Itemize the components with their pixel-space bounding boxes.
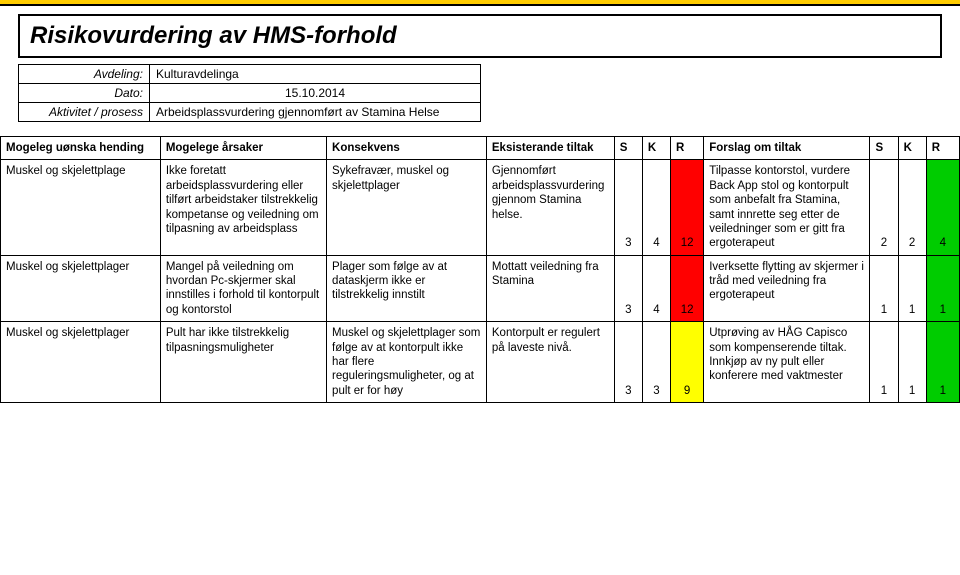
cell-s1: 3 bbox=[614, 255, 642, 322]
cell-k2: 1 bbox=[898, 322, 926, 403]
cell-k1: 4 bbox=[642, 255, 670, 322]
cell-s1: 3 bbox=[614, 160, 642, 255]
page-root: Risikovurdering av HMS-forhold Avdeling:… bbox=[0, 0, 960, 575]
cell-hending: Muskel og skjelettplager bbox=[1, 255, 161, 322]
col-forslag: Forslag om tiltak bbox=[704, 137, 870, 160]
cell-forslag: Tilpasse kontorstol, vurdere Back App st… bbox=[704, 160, 870, 255]
col-k1: K bbox=[642, 137, 670, 160]
cell-r2: 1 bbox=[926, 322, 959, 403]
header-meta: Avdeling: Dato: Aktivitet / prosess Kult… bbox=[18, 64, 942, 122]
col-eksisterande: Eksisterande tiltak bbox=[486, 137, 614, 160]
cell-konsekvens: Muskel og skjelettplager som følge av at… bbox=[327, 322, 487, 403]
table-head: Mogeleg uønska hending Mogelege årsaker … bbox=[1, 137, 960, 160]
meta-labels: Avdeling: Dato: Aktivitet / prosess bbox=[18, 64, 149, 122]
cell-r1: 12 bbox=[670, 255, 703, 322]
cell-hending: Muskel og skjelettplage bbox=[1, 160, 161, 255]
risk-table: Mogeleg uønska hending Mogelege årsaker … bbox=[0, 136, 960, 403]
cell-s2: 2 bbox=[870, 160, 898, 255]
meta-label-avdeling: Avdeling: bbox=[19, 65, 149, 84]
cell-k1: 3 bbox=[642, 322, 670, 403]
col-s2: S bbox=[870, 137, 898, 160]
cell-s2: 1 bbox=[870, 322, 898, 403]
cell-konsekvens: Plager som følge av at dataskjerm ikke e… bbox=[327, 255, 487, 322]
cell-forslag: Iverksette flytting av skjermer i tråd m… bbox=[704, 255, 870, 322]
table-row: Muskel og skjelettplagerMangel på veiled… bbox=[1, 255, 960, 322]
cell-forslag: Utprøving av HÅG Capisco som kompenseren… bbox=[704, 322, 870, 403]
meta-value-dato: 15.10.2014 bbox=[150, 84, 480, 103]
top-accent-bar bbox=[0, 0, 960, 6]
cell-k2: 2 bbox=[898, 160, 926, 255]
cell-s2: 1 bbox=[870, 255, 898, 322]
col-konsekvens: Konsekvens bbox=[327, 137, 487, 160]
cell-s1: 3 bbox=[614, 322, 642, 403]
meta-value-avdeling: Kulturavdelinga bbox=[150, 65, 480, 84]
cell-r2: 4 bbox=[926, 160, 959, 255]
cell-arsaker: Mangel på veiledning om hvordan Pc-skjer… bbox=[160, 255, 326, 322]
cell-arsaker: Ikke foretatt arbeidsplassvurdering elle… bbox=[160, 160, 326, 255]
cell-k2: 1 bbox=[898, 255, 926, 322]
cell-arsaker: Pult har ikke tilstrekkelig tilpasningsm… bbox=[160, 322, 326, 403]
cell-eksisterande: Kontorpult er regulert på laveste nivå. bbox=[486, 322, 614, 403]
col-s1: S bbox=[614, 137, 642, 160]
cell-r1: 12 bbox=[670, 160, 703, 255]
table-body: Muskel og skjelettplageIkke foretatt arb… bbox=[1, 160, 960, 403]
cell-r1: 9 bbox=[670, 322, 703, 403]
meta-label-aktivitet: Aktivitet / prosess bbox=[19, 103, 149, 121]
meta-values: Kulturavdelinga 15.10.2014 Arbeidsplassv… bbox=[149, 64, 481, 122]
cell-hending: Muskel og skjelettplager bbox=[1, 322, 161, 403]
col-r1: R bbox=[670, 137, 703, 160]
col-k2: K bbox=[898, 137, 926, 160]
cell-konsekvens: Sykefravær, muskel og skjelettplager bbox=[327, 160, 487, 255]
page-title: Risikovurdering av HMS-forhold bbox=[30, 22, 930, 50]
meta-label-dato: Dato: bbox=[19, 84, 149, 103]
col-arsaker: Mogelege årsaker bbox=[160, 137, 326, 160]
cell-eksisterande: Mottatt veiledning fra Stamina bbox=[486, 255, 614, 322]
table-row: Muskel og skjelettplageIkke foretatt arb… bbox=[1, 160, 960, 255]
cell-r2: 1 bbox=[926, 255, 959, 322]
table-row: Muskel og skjelettplagerPult har ikke ti… bbox=[1, 322, 960, 403]
cell-eksisterande: Gjennomført arbeidsplassvurdering gjenno… bbox=[486, 160, 614, 255]
meta-value-aktivitet: Arbeidsplassvurdering gjennomført av Sta… bbox=[150, 103, 480, 121]
cell-k1: 4 bbox=[642, 160, 670, 255]
header-row: Mogeleg uønska hending Mogelege årsaker … bbox=[1, 137, 960, 160]
title-box: Risikovurdering av HMS-forhold bbox=[18, 14, 942, 58]
col-hending: Mogeleg uønska hending bbox=[1, 137, 161, 160]
col-r2: R bbox=[926, 137, 959, 160]
